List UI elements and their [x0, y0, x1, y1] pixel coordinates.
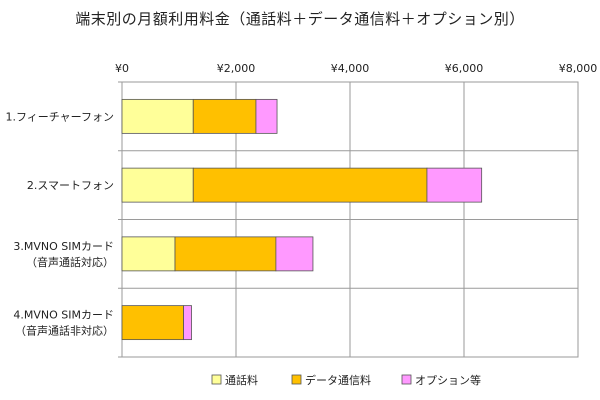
category-label: 2.スマートフォン — [27, 179, 114, 192]
bar-segment — [121, 236, 176, 272]
bar-segment — [426, 167, 483, 203]
x-axis-tick-labels: ¥0 ¥2,000 ¥4,000 ¥6,000 ¥8,000 — [115, 62, 597, 75]
bars — [121, 98, 483, 341]
category-label: 1.フィーチャーフォン — [5, 110, 114, 123]
chart-title: 端末別の月額利用料金（通話料＋データ通信料＋オプション別） — [75, 10, 525, 28]
category-label: 4.MVNO SIMカード — [13, 309, 114, 322]
bar-segment — [255, 98, 278, 134]
x-tick-label: ¥2,000 — [217, 62, 256, 75]
category-labels: 1.フィーチャーフォン 2.スマートフォン 3.MVNO SIMカード （音声通話対応… — [5, 110, 114, 337]
legend-label: データ通信料 — [305, 373, 371, 387]
legend-swatch — [291, 374, 302, 385]
legend-swatch — [211, 374, 222, 385]
category-label: 3.MVNO SIMカード — [13, 240, 114, 253]
bar-segment — [192, 167, 428, 203]
bar-segment — [121, 167, 194, 203]
legend-label: 通話料 — [225, 373, 258, 387]
x-tick-label: ¥6,000 — [445, 62, 484, 75]
bar-segment — [174, 236, 277, 272]
bar-segment — [275, 236, 314, 272]
category-label: （音声通話非対応） — [15, 324, 114, 338]
bar-segment — [192, 98, 257, 134]
legend: 通話料 データ通信料 オプション等 — [211, 373, 481, 387]
bar-segment — [183, 305, 192, 341]
legend-swatch — [401, 374, 412, 385]
x-tick-label: ¥8,000 — [559, 62, 598, 75]
x-tick-label: ¥0 — [115, 62, 129, 75]
gridlines — [118, 81, 579, 358]
category-label: （音声通話対応） — [26, 255, 114, 269]
bar-segment — [121, 305, 184, 341]
x-tick-label: ¥4,000 — [331, 62, 370, 75]
bar-segment — [121, 98, 194, 134]
legend-label: オプション等 — [415, 373, 481, 387]
